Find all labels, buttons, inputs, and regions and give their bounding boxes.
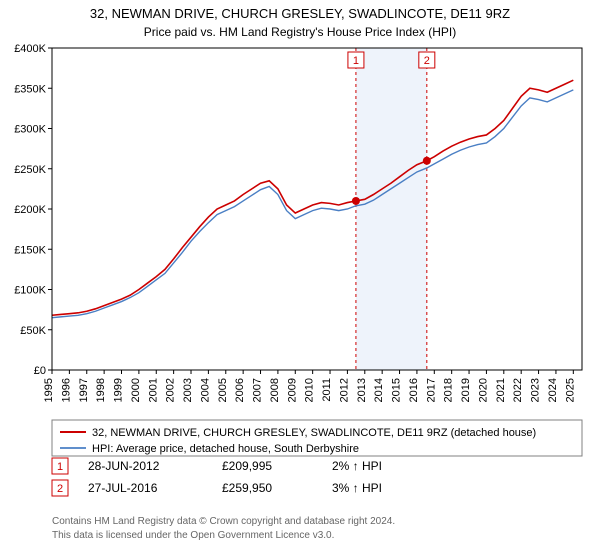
x-tick-label: 2018 [443, 378, 455, 402]
chart-svg: 32, NEWMAN DRIVE, CHURCH GRESLEY, SWADLI… [0, 0, 600, 560]
x-tick-label: 2011 [321, 378, 333, 402]
y-tick-label: £250K [14, 164, 46, 176]
y-tick-label: £300K [14, 124, 46, 136]
y-tick-label: £50K [20, 325, 46, 337]
footer-line2: This data is licensed under the Open Gov… [52, 530, 334, 541]
x-tick-label: 2008 [269, 378, 281, 402]
x-tick-label: 2005 [217, 378, 229, 402]
y-tick-label: £400K [14, 43, 46, 55]
series-line-subject_property [52, 80, 573, 315]
y-tick-label: £200K [14, 204, 46, 216]
y-tick-label: £0 [34, 365, 46, 377]
sale-marker-badge-label: 2 [424, 55, 430, 67]
sale-row-date: 28-JUN-2012 [88, 459, 160, 473]
x-tick-label: 2003 [182, 378, 194, 402]
x-tick-label: 2012 [338, 378, 350, 402]
sale-row-badge-label: 2 [57, 483, 63, 495]
x-tick-label: 2010 [304, 378, 316, 402]
sale-marker-badge-label: 1 [353, 55, 359, 67]
x-tick-label: 2015 [391, 378, 403, 402]
x-tick-label: 1997 [78, 378, 90, 402]
sale-row-badge-label: 1 [57, 461, 63, 473]
sale-row-delta: 3% ↑ HPI [332, 481, 382, 495]
sale-marker-dot [423, 157, 431, 165]
x-tick-label: 2014 [373, 378, 385, 402]
x-tick-label: 2013 [356, 378, 368, 402]
series-line-hpi [52, 90, 573, 318]
x-tick-label: 2009 [286, 378, 298, 402]
chart-title-line1: 32, NEWMAN DRIVE, CHURCH GRESLEY, SWADLI… [90, 6, 510, 21]
legend-label: HPI: Average price, detached house, Sout… [92, 443, 359, 455]
x-tick-label: 2019 [460, 378, 472, 402]
x-tick-label: 2025 [564, 378, 576, 402]
x-tick-label: 2024 [547, 378, 559, 402]
x-tick-label: 1998 [95, 378, 107, 402]
x-tick-label: 2022 [512, 378, 524, 402]
sale-row-price: £209,995 [222, 459, 272, 473]
x-tick-label: 2021 [495, 378, 507, 402]
y-tick-label: £350K [14, 83, 46, 95]
x-tick-label: 2001 [147, 378, 159, 402]
x-tick-label: 1996 [60, 378, 72, 402]
x-tick-label: 2023 [530, 378, 542, 402]
x-tick-label: 2016 [408, 378, 420, 402]
chart-title-line2: Price paid vs. HM Land Registry's House … [144, 25, 456, 39]
y-tick-label: £100K [14, 285, 46, 297]
x-tick-label: 2002 [165, 378, 177, 402]
x-tick-label: 2000 [130, 378, 142, 402]
y-tick-label: £150K [14, 244, 46, 256]
sale-row-delta: 2% ↑ HPI [332, 459, 382, 473]
legend-label: 32, NEWMAN DRIVE, CHURCH GRESLEY, SWADLI… [92, 427, 536, 439]
sale-row-date: 27-JUL-2016 [88, 481, 158, 495]
sale-marker-dot [352, 197, 360, 205]
x-tick-label: 2004 [199, 378, 211, 402]
x-tick-label: 1995 [43, 378, 55, 402]
footer-line1: Contains HM Land Registry data © Crown c… [52, 516, 395, 527]
x-tick-label: 2017 [425, 378, 437, 402]
x-tick-label: 2020 [477, 378, 489, 402]
x-tick-label: 2007 [252, 378, 264, 402]
highlight-band [356, 48, 427, 370]
x-tick-label: 1999 [113, 378, 125, 402]
x-tick-label: 2006 [234, 378, 246, 402]
sale-row-price: £259,950 [222, 481, 272, 495]
